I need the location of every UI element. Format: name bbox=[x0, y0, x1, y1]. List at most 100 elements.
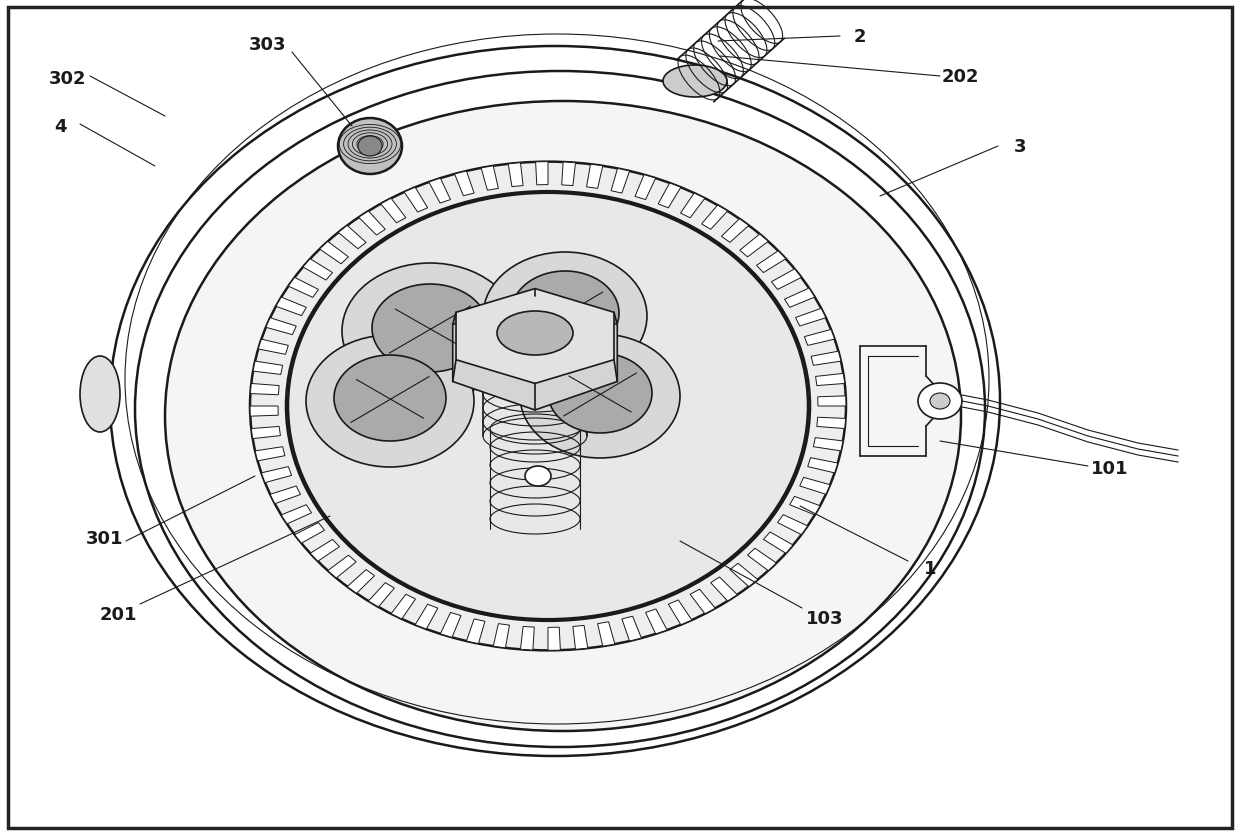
Polygon shape bbox=[303, 259, 332, 281]
Polygon shape bbox=[711, 578, 738, 601]
Ellipse shape bbox=[520, 334, 680, 458]
Polygon shape bbox=[320, 242, 348, 264]
Ellipse shape bbox=[339, 119, 402, 175]
Text: 301: 301 bbox=[87, 529, 124, 548]
Polygon shape bbox=[764, 533, 794, 553]
Ellipse shape bbox=[165, 102, 961, 732]
Polygon shape bbox=[790, 497, 820, 515]
Polygon shape bbox=[668, 600, 692, 625]
Ellipse shape bbox=[497, 312, 573, 355]
Polygon shape bbox=[453, 297, 618, 410]
Polygon shape bbox=[466, 619, 485, 644]
Text: 2: 2 bbox=[854, 28, 867, 46]
Ellipse shape bbox=[81, 357, 120, 432]
Polygon shape bbox=[817, 418, 846, 429]
Ellipse shape bbox=[511, 272, 619, 355]
Text: 101: 101 bbox=[1091, 460, 1128, 477]
Text: 4: 4 bbox=[53, 118, 66, 135]
Ellipse shape bbox=[334, 355, 446, 441]
Polygon shape bbox=[358, 212, 386, 236]
Polygon shape bbox=[548, 628, 560, 650]
Ellipse shape bbox=[525, 466, 551, 487]
Polygon shape bbox=[295, 523, 325, 543]
Polygon shape bbox=[702, 206, 728, 230]
Polygon shape bbox=[270, 487, 300, 504]
Polygon shape bbox=[598, 622, 615, 646]
Polygon shape bbox=[691, 589, 715, 614]
Polygon shape bbox=[800, 477, 830, 495]
Ellipse shape bbox=[286, 192, 810, 621]
Polygon shape bbox=[339, 227, 366, 249]
Polygon shape bbox=[347, 570, 374, 594]
Ellipse shape bbox=[358, 137, 382, 157]
Polygon shape bbox=[258, 339, 289, 355]
Ellipse shape bbox=[288, 194, 808, 619]
Ellipse shape bbox=[484, 252, 647, 380]
Polygon shape bbox=[730, 563, 758, 587]
Polygon shape bbox=[262, 467, 291, 483]
Polygon shape bbox=[327, 555, 356, 579]
Polygon shape bbox=[255, 447, 285, 461]
Ellipse shape bbox=[484, 306, 587, 342]
Polygon shape bbox=[494, 624, 510, 648]
Polygon shape bbox=[611, 169, 630, 194]
Polygon shape bbox=[368, 583, 394, 607]
Polygon shape bbox=[722, 220, 749, 243]
Polygon shape bbox=[811, 352, 841, 366]
Ellipse shape bbox=[250, 162, 846, 650]
Polygon shape bbox=[521, 627, 534, 650]
Text: 3: 3 bbox=[1014, 138, 1027, 155]
Polygon shape bbox=[646, 609, 667, 634]
Polygon shape bbox=[277, 298, 306, 316]
Ellipse shape bbox=[663, 66, 727, 98]
Polygon shape bbox=[250, 384, 279, 395]
Polygon shape bbox=[391, 594, 415, 619]
Polygon shape bbox=[587, 165, 603, 189]
Polygon shape bbox=[252, 427, 280, 439]
Polygon shape bbox=[756, 252, 786, 273]
Text: 303: 303 bbox=[249, 36, 286, 54]
Polygon shape bbox=[813, 438, 843, 451]
Polygon shape bbox=[658, 184, 681, 208]
Ellipse shape bbox=[548, 354, 652, 434]
Polygon shape bbox=[415, 604, 438, 630]
Ellipse shape bbox=[918, 384, 962, 420]
Polygon shape bbox=[253, 362, 283, 375]
Polygon shape bbox=[381, 199, 405, 223]
Polygon shape bbox=[807, 458, 838, 473]
Polygon shape bbox=[817, 396, 846, 406]
Ellipse shape bbox=[930, 394, 950, 410]
Ellipse shape bbox=[372, 285, 489, 373]
Polygon shape bbox=[681, 194, 704, 218]
Polygon shape bbox=[508, 164, 523, 187]
Polygon shape bbox=[265, 319, 296, 335]
Polygon shape bbox=[289, 278, 319, 298]
Polygon shape bbox=[429, 179, 450, 204]
Polygon shape bbox=[740, 235, 769, 257]
Polygon shape bbox=[785, 288, 815, 308]
Text: 1: 1 bbox=[924, 559, 936, 578]
Polygon shape bbox=[481, 166, 498, 191]
Polygon shape bbox=[310, 540, 340, 562]
Polygon shape bbox=[562, 163, 575, 186]
Polygon shape bbox=[635, 176, 656, 201]
Polygon shape bbox=[456, 289, 614, 384]
Text: 103: 103 bbox=[806, 609, 843, 627]
Ellipse shape bbox=[135, 72, 985, 747]
Polygon shape bbox=[805, 330, 835, 346]
Text: 202: 202 bbox=[941, 68, 978, 86]
Polygon shape bbox=[622, 616, 641, 641]
Text: 201: 201 bbox=[99, 605, 136, 624]
Polygon shape bbox=[536, 162, 548, 186]
Polygon shape bbox=[771, 269, 801, 290]
Polygon shape bbox=[250, 406, 278, 416]
Polygon shape bbox=[748, 548, 776, 571]
Ellipse shape bbox=[306, 335, 474, 467]
Polygon shape bbox=[796, 309, 826, 327]
Polygon shape bbox=[440, 613, 461, 638]
Text: 302: 302 bbox=[50, 70, 87, 88]
Polygon shape bbox=[404, 188, 428, 213]
Polygon shape bbox=[455, 171, 474, 196]
Polygon shape bbox=[281, 505, 311, 524]
Ellipse shape bbox=[342, 263, 518, 400]
